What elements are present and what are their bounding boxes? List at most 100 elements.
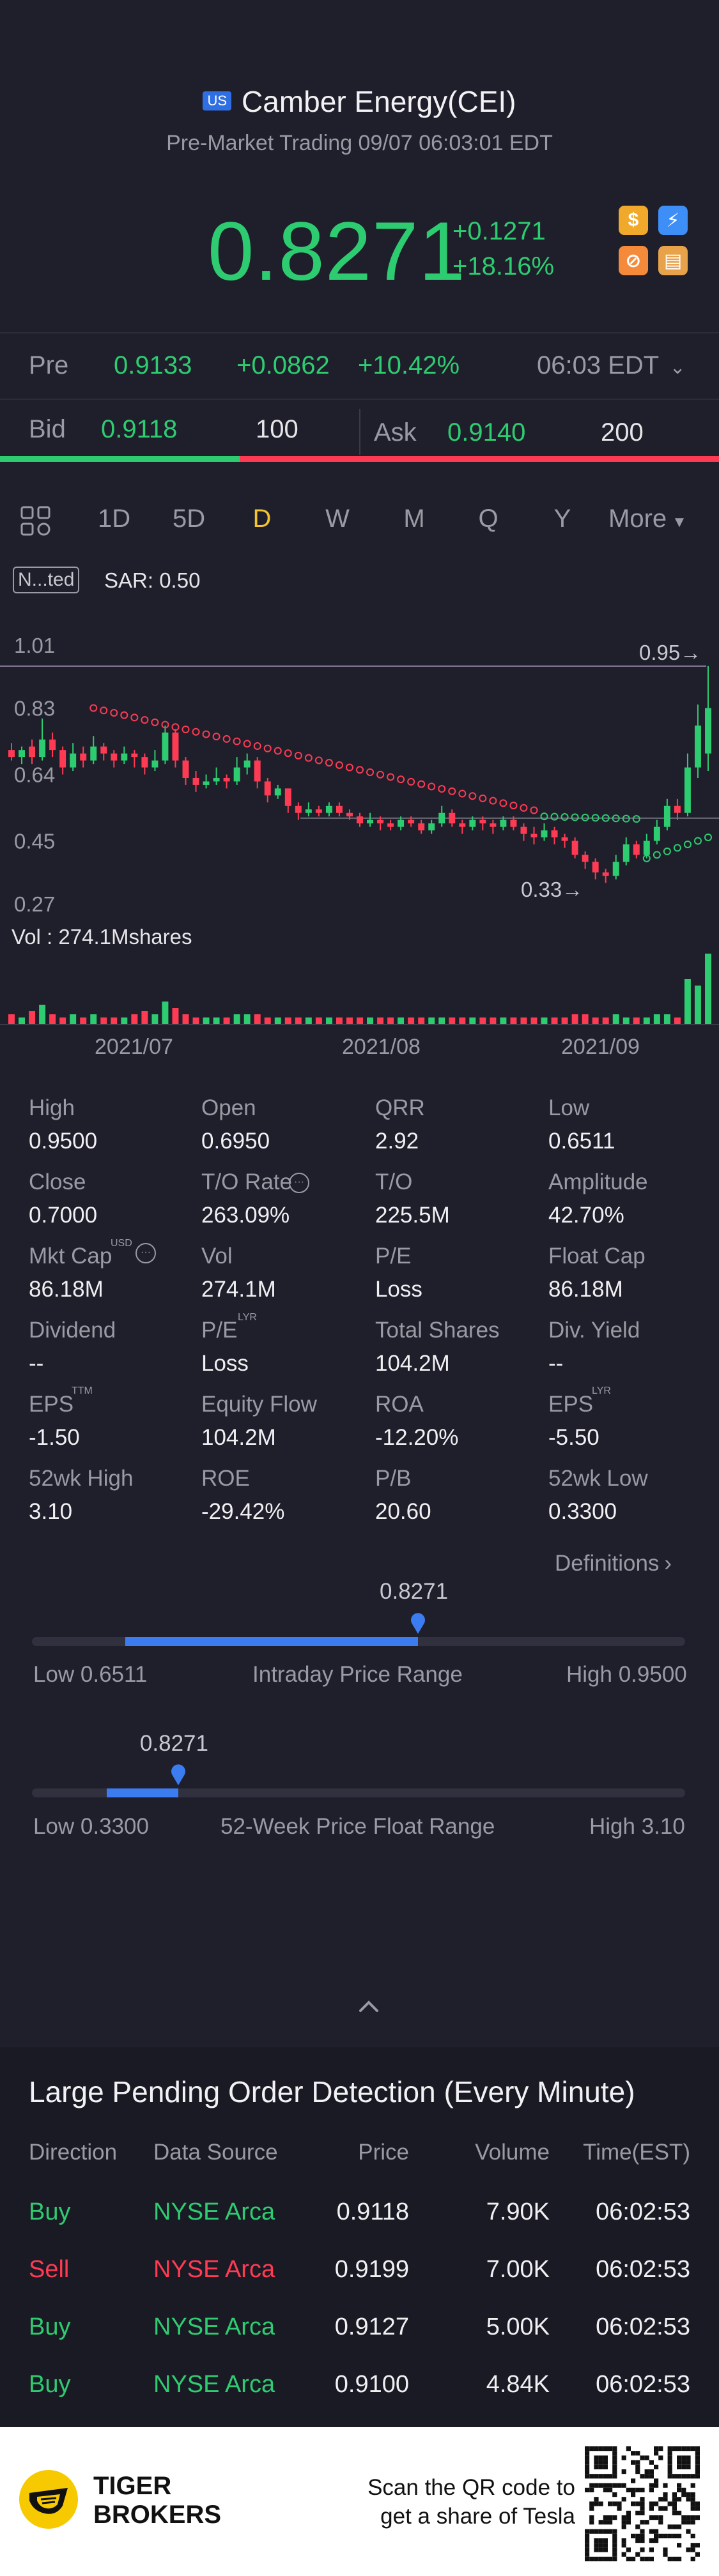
intraday-marker-icon: [410, 1613, 426, 1638]
sar-dot: [438, 785, 446, 793]
volume-bar: [551, 1017, 558, 1024]
x-tick-label: 2021/08: [342, 1035, 421, 1059]
chevron-right-icon: ›: [664, 1551, 672, 1576]
candle-body: [633, 844, 640, 855]
table-cell-price: 0.9100: [334, 2371, 409, 2398]
volume-bar: [274, 1017, 281, 1024]
table-cell-dir: Buy: [29, 2371, 71, 2398]
candle-body: [162, 732, 169, 761]
tab-5d[interactable]: 5D: [173, 505, 206, 533]
volume-bar: [172, 1008, 179, 1024]
candle-body: [377, 819, 384, 824]
volume-bar: [612, 1014, 619, 1024]
volume-bar: [121, 1017, 128, 1024]
sar-dot: [704, 834, 712, 842]
table-cell-dir: Buy: [29, 2199, 71, 2225]
sar-dot: [263, 744, 272, 752]
tab-w[interactable]: W: [325, 505, 350, 533]
sar-dot: [202, 730, 210, 738]
sar-dot: [325, 759, 333, 767]
indicator-chip[interactable]: N...ted: [13, 567, 80, 593]
candle-body: [274, 788, 281, 796]
candle-body: [182, 760, 189, 778]
volume-bar: [346, 1017, 353, 1024]
last-price: 0.8271: [208, 204, 466, 298]
candle-body: [233, 767, 240, 782]
stat-value: 86.18M: [548, 1277, 623, 1302]
bidask-separator: [359, 409, 360, 455]
candle-body: [121, 753, 128, 761]
stat-value: 2.92: [375, 1129, 419, 1154]
lightning-icon[interactable]: ⚡: [658, 206, 688, 235]
volume-bar: [653, 1014, 660, 1024]
stat-label: 52wk High: [29, 1466, 134, 1491]
pre-time-value: 06:03 EDT: [537, 351, 659, 379]
tab-m[interactable]: M: [403, 505, 425, 533]
collapse-chevron-icon[interactable]: [358, 1999, 380, 2016]
candle-body: [336, 805, 343, 813]
candle-body: [695, 725, 701, 768]
definitions-link[interactable]: Definitions ›: [555, 1551, 672, 1576]
price-chart[interactable]: 1.01 0.83 0.64 0.45 0.27 0.95→ 0.33→ Vol : 274.…: [0, 613, 719, 1060]
ask-size: 200: [601, 418, 644, 446]
stock-title: US Camber Energy(CEI): [0, 84, 719, 119]
sar-dot: [673, 844, 681, 852]
candle-body: [561, 837, 568, 841]
intraday-low: Low 0.6511: [33, 1662, 148, 1687]
stat-value: 274.1M: [201, 1277, 276, 1302]
y-tick-label: 0.45: [14, 829, 55, 853]
tab-1d[interactable]: 1D: [98, 505, 131, 533]
dollar-icon[interactable]: $: [619, 206, 648, 235]
candle-body: [357, 816, 363, 824]
volume-label: Vol : 274.1Mshares: [12, 925, 192, 949]
sar-dot: [253, 742, 261, 751]
candle-body: [244, 760, 251, 768]
sar-dot: [663, 847, 671, 855]
info-icon[interactable]: ···: [289, 1173, 309, 1193]
volume-bar: [510, 1017, 517, 1024]
volume-bar: [428, 1017, 435, 1024]
candle-body: [59, 750, 66, 768]
tab-y[interactable]: Y: [553, 505, 571, 533]
candle-body: [449, 812, 456, 824]
volume-bar: [213, 1017, 220, 1024]
superscript-label: LYR: [592, 1385, 611, 1396]
sar-dot: [458, 789, 467, 798]
education-icon[interactable]: ▤: [658, 246, 688, 275]
tab-q[interactable]: Q: [478, 505, 499, 533]
sar-dot: [212, 733, 220, 741]
options-icon[interactable]: ⊘: [619, 246, 648, 275]
candle-body: [131, 753, 138, 758]
stat-value: Loss: [201, 1351, 249, 1376]
ask-price: 0.9140: [447, 418, 526, 446]
candle-body: [39, 739, 46, 758]
info-icon[interactable]: ···: [135, 1243, 156, 1263]
chart-layout-icon[interactable]: [19, 505, 52, 541]
sar-dot: [581, 813, 589, 821]
sar-dot: [182, 726, 190, 734]
volume-bar: [408, 1017, 415, 1024]
ask-label: Ask: [374, 418, 417, 446]
candle-body: [408, 819, 415, 824]
volume-bar: [490, 1017, 497, 1024]
volume-bar: [663, 1014, 670, 1024]
candle-body: [254, 760, 261, 782]
candle-body: [346, 812, 353, 817]
candle-body: [530, 834, 537, 838]
pre-time[interactable]: 06:03 EDT ⌄: [537, 351, 686, 380]
sar-dot: [304, 754, 313, 762]
stat-label: T/O: [375, 1170, 413, 1194]
tab-d[interactable]: D: [252, 505, 272, 533]
sar-dot: [141, 716, 149, 724]
sar-dot: [243, 740, 251, 748]
stat-value: Loss: [375, 1277, 422, 1302]
candle-body: [172, 732, 179, 761]
volume-bar: [469, 1017, 476, 1024]
tab-more[interactable]: More ▼: [608, 505, 687, 533]
candle-body: [663, 805, 670, 827]
candle-body: [643, 841, 650, 855]
stat-value: 0.6950: [201, 1129, 270, 1154]
table-header: Price: [358, 2140, 409, 2165]
sar-dot: [489, 796, 497, 805]
qr-code-icon[interactable]: [585, 2446, 700, 2561]
